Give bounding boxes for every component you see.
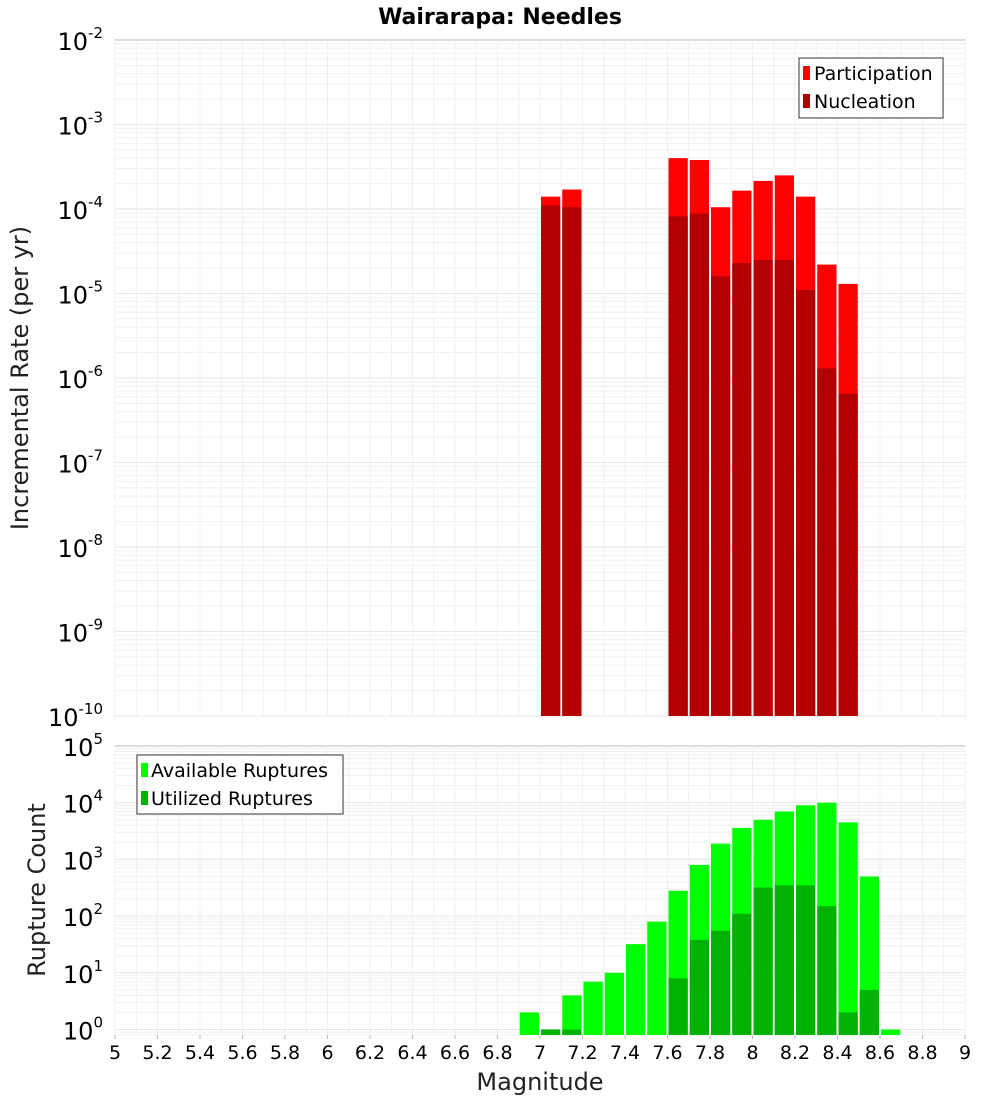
x-tick-label: 5.4	[185, 1042, 215, 1064]
rate-y-tick-label: 10-9	[57, 616, 103, 648]
nucleation-bar	[838, 393, 858, 716]
x-axis-label: Magnitude	[476, 1068, 603, 1096]
rate-y-tick-label: 10-8	[57, 531, 103, 563]
utilized-ruptures-bar	[838, 1012, 858, 1035]
available-ruptures-bar	[562, 995, 582, 1035]
rate-legend-box	[798, 57, 944, 119]
rate-y-tick-label: 10-7	[57, 447, 103, 479]
x-tick-label: 7.4	[610, 1042, 640, 1064]
x-tick-label: 8.2	[780, 1042, 810, 1064]
utilized-legend-swatch	[141, 791, 148, 805]
count-y-tick-label: 103	[63, 843, 103, 875]
nucleation-legend-swatch	[803, 94, 810, 108]
rate-y-axis-label: Incremental Rate (per yr)	[6, 226, 34, 530]
count-panel: 100 101 102 103 104 105 5 5.2 5.4 5.6 5.8 6 6.2 6.4 6…	[23, 730, 971, 1096]
available-ruptures-bar	[647, 921, 667, 1035]
available-ruptures-bar	[838, 822, 858, 1035]
available-ruptures-bar	[881, 1029, 901, 1035]
nucleation-bar	[689, 213, 709, 716]
available-ruptures-bar	[519, 1012, 539, 1035]
x-tick-label: 8.4	[822, 1042, 852, 1064]
rate-gridlines	[114, 40, 966, 717]
rate-y-tick-label: 10-5	[57, 278, 103, 310]
nucleation-bar	[711, 276, 731, 716]
nucleation-bar	[774, 259, 794, 716]
count-legend-box	[136, 754, 344, 815]
count-y-tick-labels: 100 101 102 103 104 105	[63, 730, 103, 1046]
utilized-ruptures-bar	[796, 885, 816, 1035]
utilized-ruptures-bar	[689, 939, 709, 1035]
nucleation-bar	[817, 368, 837, 716]
count-y-axis-label: Rupture Count	[23, 803, 51, 977]
utilized-ruptures-bar	[774, 885, 794, 1035]
x-tick-label: 6.2	[355, 1042, 385, 1064]
available-legend-swatch	[141, 763, 148, 777]
x-tick-label: 9	[959, 1042, 971, 1064]
x-tick-label: 6.8	[482, 1042, 512, 1064]
rate-bars	[541, 158, 858, 717]
x-tick-label: 8.6	[865, 1042, 895, 1064]
x-tick-label: 7.6	[652, 1042, 682, 1064]
rate-legend: Participation Nucleation	[798, 57, 944, 119]
x-tick-label: 6	[321, 1042, 333, 1064]
count-legend: Available Ruptures Utilized Ruptures	[136, 754, 344, 815]
x-tick-label: 7.8	[695, 1042, 725, 1064]
x-tick-label: 5.8	[270, 1042, 300, 1064]
rate-y-tick-label: 10-3	[57, 109, 103, 141]
x-tick-labels: 5 5.2 5.4 5.6 5.8 6 6.2 6.4 6.6 6.8 7 7.2 7.4 7.6 7.8 8…	[109, 1035, 971, 1064]
available-ruptures-bar	[626, 944, 646, 1035]
available-legend-label: Available Ruptures	[151, 760, 328, 782]
x-tick-label: 8.8	[907, 1042, 937, 1064]
rate-y-tick-label: 10-6	[57, 362, 103, 394]
x-tick-label: 7.2	[567, 1042, 597, 1064]
count-y-tick-label: 101	[63, 957, 103, 989]
nucleation-bar	[562, 207, 582, 716]
utilized-legend-label: Utilized Ruptures	[151, 788, 313, 810]
x-tick-label: 5.2	[142, 1042, 172, 1064]
available-ruptures-bar	[604, 972, 624, 1035]
utilized-ruptures-bar	[859, 989, 879, 1035]
count-y-tick-label: 105	[63, 730, 103, 762]
x-tick-label: 5.6	[227, 1042, 257, 1064]
x-tick-label: 8	[746, 1042, 758, 1064]
utilized-ruptures-bar	[753, 887, 773, 1035]
utilized-ruptures-bar	[817, 906, 837, 1035]
rate-y-tick-labels: 10-10 10-9 10-8 10-7 10-6 10-5 10-4 10-3 10-2	[48, 24, 103, 732]
rate-y-tick-label: 10-4	[57, 193, 103, 225]
nucleation-bar	[541, 205, 561, 716]
nucleation-legend-label: Nucleation	[814, 91, 916, 113]
nucleation-bar	[796, 290, 816, 716]
x-tick-label: 6.6	[440, 1042, 470, 1064]
count-bars	[519, 802, 901, 1035]
utilized-ruptures-bar	[562, 1029, 582, 1035]
rate-y-tick-label: 10-2	[57, 24, 103, 56]
count-y-tick-label: 104	[63, 787, 103, 819]
utilized-ruptures-bar	[541, 1029, 561, 1035]
rate-panel: 10-10 10-9 10-8 10-7 10-6 10-5 10-4 10-3 10-2 In…	[6, 24, 966, 732]
utilized-ruptures-bar	[668, 978, 688, 1035]
participation-legend-label: Participation	[814, 63, 933, 85]
chart-title: Wairarapa: Needles	[378, 5, 622, 30]
x-tick-label: 7	[534, 1042, 546, 1064]
utilized-ruptures-bar	[732, 913, 752, 1035]
x-tick-label: 5	[109, 1042, 121, 1064]
nucleation-bar	[753, 259, 773, 716]
count-y-tick-label: 102	[63, 900, 103, 932]
participation-legend-swatch	[803, 66, 810, 80]
nucleation-bar	[668, 216, 688, 717]
x-tick-label: 6.4	[397, 1042, 427, 1064]
utilized-ruptures-bar	[711, 930, 731, 1035]
count-y-tick-label: 100	[63, 1014, 103, 1046]
rate-y-tick-label: 10-10	[48, 700, 103, 732]
nucleation-bar	[732, 262, 752, 716]
available-ruptures-bar	[583, 981, 603, 1035]
